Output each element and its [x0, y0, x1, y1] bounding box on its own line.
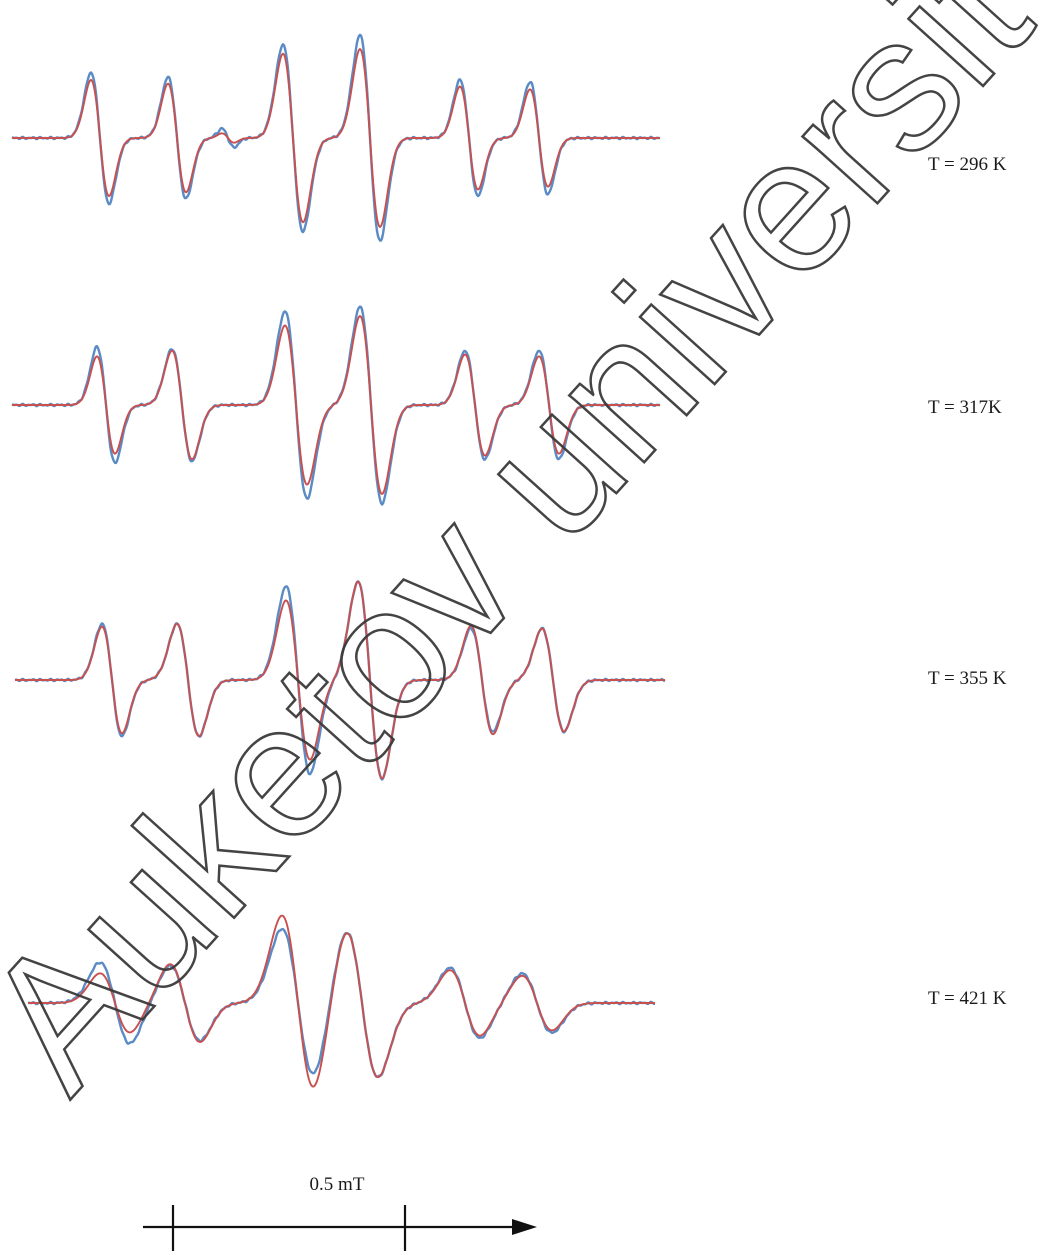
watermark-text: Auketov university	[0, 0, 1040, 1129]
temperature-label-296: T = 296 K	[928, 154, 1007, 175]
watermark: Auketov university	[0, 0, 1040, 1129]
scale-bar-label: 0.5 mT	[310, 1174, 365, 1195]
scale-bar-arrowhead	[512, 1219, 537, 1235]
temperature-label-355: T = 355 K	[928, 668, 1007, 689]
temperature-labels: T = 296 K T = 317K T = 355 K T = 421 K	[928, 154, 1007, 1009]
simulated-trace-3	[15, 580, 665, 780]
simulated-trace-1	[12, 48, 660, 228]
simulated-trace-2	[12, 315, 660, 495]
spectrum-3	[14, 580, 666, 781]
spectra-layer	[11, 33, 666, 1088]
scale-bar: 0.5 mT	[143, 1174, 537, 1251]
simulated-trace-4	[28, 914, 655, 1088]
spectrum-2	[11, 305, 661, 506]
temperature-label-317: T = 317K	[928, 397, 1002, 418]
spectrum-4	[27, 914, 656, 1088]
experimental-trace-1	[11, 33, 661, 242]
temperature-label-421: T = 421 K	[928, 988, 1007, 1009]
spectrum-1	[11, 33, 661, 242]
